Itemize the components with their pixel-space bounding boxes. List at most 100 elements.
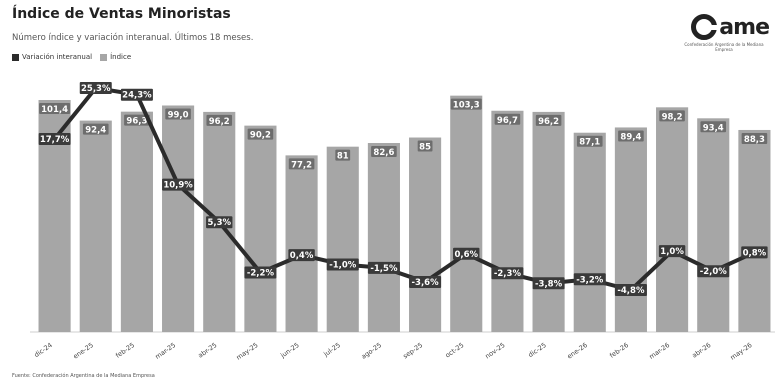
line-label-bg <box>120 88 153 101</box>
line-label: -1,5% <box>370 264 398 274</box>
logo-tagline: Confederación Argentina de la Mediana Em… <box>684 42 764 52</box>
bar <box>614 127 647 332</box>
bar <box>326 146 359 332</box>
line-label: 10,9% <box>163 181 193 191</box>
line-label: -3,6% <box>412 278 440 288</box>
legend-item-index: Índice <box>100 53 131 61</box>
bar-label-bg <box>535 114 562 126</box>
bar-label-bg <box>371 146 397 158</box>
bar-label: 85 <box>419 143 431 153</box>
bar-label-bg <box>741 132 768 144</box>
x-tick-label: ene-26 <box>566 341 589 361</box>
bar-label-bg <box>82 123 109 135</box>
bar <box>697 118 730 333</box>
variation-line <box>53 86 756 292</box>
bar-label: 103,3 <box>453 101 480 111</box>
legend-swatch-variation <box>12 53 19 61</box>
x-tick-label: abr-26 <box>691 341 713 360</box>
bar <box>285 155 318 332</box>
source-note: Fuente: Confederación Argentina de la Me… <box>12 373 155 379</box>
bar-label: 92,4 <box>85 126 106 136</box>
line-label: -1,0% <box>329 260 357 270</box>
bar-label: 98,2 <box>662 112 683 122</box>
x-tick-label: may-26 <box>729 341 754 362</box>
legend: Variación interanual Índice <box>12 53 131 61</box>
bar-label: 87,1 <box>579 138 600 148</box>
line-label-bg <box>367 261 400 274</box>
bar <box>532 111 565 333</box>
x-tick-label: mar-26 <box>648 341 672 361</box>
bar-label-bg <box>576 135 603 147</box>
bar-label: 101,4 <box>41 105 68 115</box>
line-label: 17,7% <box>40 135 70 145</box>
line-label-bg <box>741 246 768 259</box>
line-label-bg <box>288 249 315 262</box>
line-label-bg <box>453 247 480 260</box>
bar-label-bg <box>450 98 482 110</box>
bar-label: 90,2 <box>250 131 271 141</box>
bar <box>491 110 524 332</box>
x-tick-label: ago-25 <box>360 341 383 361</box>
bar-label: 88,3 <box>744 135 765 145</box>
bar <box>738 129 771 332</box>
bar-label-bg <box>618 130 644 142</box>
line-label: -2,2% <box>247 269 275 279</box>
bar-label-bg <box>659 110 685 122</box>
line-label: 0,4% <box>290 251 314 261</box>
bar-label-bg <box>206 114 233 126</box>
line-label-bg <box>658 245 686 258</box>
line-label: -2,0% <box>700 267 728 277</box>
x-tick-label: oct-25 <box>444 341 466 359</box>
line-label: -3,2% <box>576 275 604 285</box>
bar <box>573 132 606 332</box>
bar-label: 99,0 <box>168 110 189 120</box>
line-label-bg <box>244 266 277 279</box>
x-tick-label: sep-25 <box>402 341 425 360</box>
legend-label-variation: Variación interanual <box>22 53 93 61</box>
line-label: -2,3% <box>494 269 522 279</box>
bar-label: 96,3 <box>126 117 147 127</box>
came-logo: ame Confederación Argentina de la Median… <box>679 14 770 52</box>
line-label-bg <box>573 273 606 286</box>
bar-label: 77,2 <box>291 160 312 170</box>
line-label-bg <box>79 82 112 94</box>
logo-text: ame <box>719 14 770 40</box>
line-label-bg <box>491 267 524 280</box>
line-label-bg <box>532 277 565 290</box>
line-label: 5,3% <box>207 218 231 228</box>
bar-label-bg <box>700 121 727 133</box>
line-label-bg <box>326 258 359 271</box>
legend-swatch-index <box>100 53 108 61</box>
x-tick-label: dic-25 <box>527 341 548 359</box>
x-tick-label: feb-25 <box>114 341 136 360</box>
bar-label-bg <box>165 108 191 120</box>
line-label-bg <box>697 265 730 278</box>
logo-ring-icon <box>691 14 719 40</box>
bar-label: 96,7 <box>497 116 518 126</box>
bar-label: 89,4 <box>620 132 641 142</box>
bar-label-bg <box>335 149 351 161</box>
bar <box>450 95 483 332</box>
line-label: 24,3% <box>122 91 152 101</box>
bar-label: 82,6 <box>373 148 394 158</box>
bar <box>120 111 153 332</box>
x-tick-label: dic-24 <box>33 341 54 359</box>
bar-label: 93,4 <box>703 123 724 133</box>
x-tick-label: abr-25 <box>197 341 219 360</box>
line-label-bg <box>614 284 647 296</box>
x-tick-label: nov-25 <box>484 341 507 360</box>
bar-label: 96,2 <box>209 117 230 127</box>
chart-title: Índice de Ventas Minoristas <box>12 6 231 22</box>
line-label: 0,8% <box>743 248 767 258</box>
bar <box>79 120 112 333</box>
legend-label-index: Índice <box>110 53 132 61</box>
logo-mark: ame <box>679 14 770 40</box>
bar-label: 96,2 <box>538 117 559 127</box>
bar-label-bg <box>288 158 315 170</box>
chart-subtitle: Número índice y variación interanual. Úl… <box>12 33 254 43</box>
x-tick-label: jun-25 <box>278 341 300 360</box>
x-tick-label: may-25 <box>235 341 260 362</box>
bar-label: 81 <box>337 152 349 162</box>
bar <box>162 105 195 333</box>
x-tick-label: feb-26 <box>608 341 630 360</box>
